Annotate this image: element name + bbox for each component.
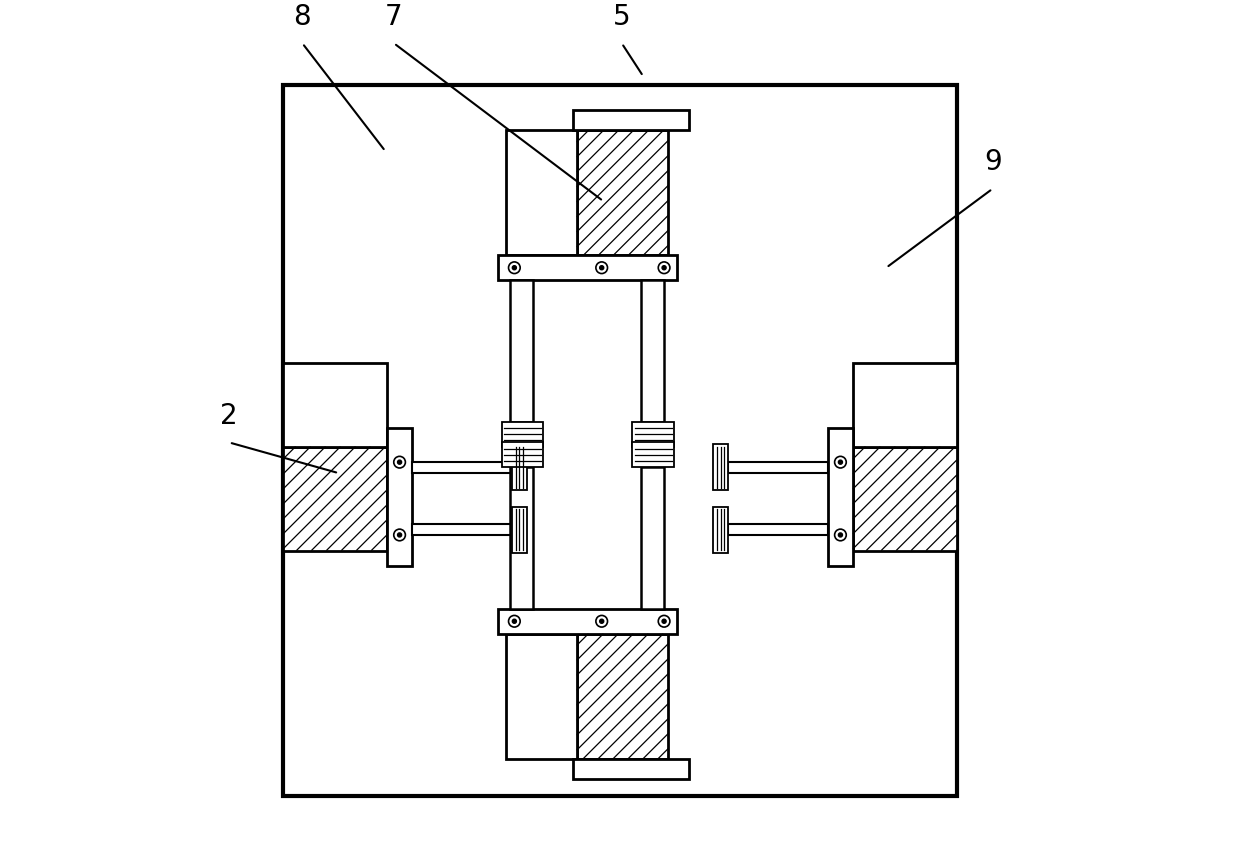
Bar	[506, 131, 577, 255]
Bar	[283, 85, 957, 796]
Bar	[502, 442, 543, 468]
Bar	[573, 110, 689, 131]
Circle shape	[838, 533, 842, 537]
Bar	[577, 634, 668, 758]
Text: 9: 9	[983, 148, 1002, 176]
Bar	[713, 445, 728, 490]
Bar	[497, 609, 677, 634]
Circle shape	[838, 460, 842, 464]
Bar	[641, 280, 665, 422]
Bar	[632, 442, 675, 468]
Circle shape	[600, 266, 604, 269]
Bar	[283, 446, 387, 551]
Bar	[573, 758, 689, 779]
Bar	[412, 462, 512, 473]
Bar	[577, 131, 668, 255]
Bar	[828, 428, 853, 565]
Bar	[387, 428, 412, 565]
Bar	[510, 280, 533, 422]
Bar	[512, 507, 527, 552]
Bar	[497, 255, 677, 280]
Circle shape	[600, 619, 604, 623]
Text: 7: 7	[384, 3, 403, 31]
Circle shape	[398, 460, 402, 464]
Bar	[506, 634, 577, 758]
Text: 8: 8	[294, 3, 311, 31]
Bar	[641, 468, 665, 609]
Bar	[502, 422, 543, 446]
Bar	[283, 364, 387, 446]
Text: 5: 5	[613, 3, 630, 31]
Circle shape	[662, 619, 666, 623]
Bar	[412, 524, 512, 536]
Bar	[728, 524, 828, 536]
Circle shape	[398, 533, 402, 537]
Circle shape	[512, 266, 516, 269]
Bar	[853, 446, 957, 551]
Bar	[713, 507, 728, 552]
Circle shape	[662, 266, 666, 269]
Circle shape	[512, 619, 516, 623]
Bar	[728, 462, 828, 473]
Text: 2: 2	[221, 402, 238, 430]
Bar	[853, 364, 957, 446]
Bar	[632, 422, 675, 446]
Bar	[510, 468, 533, 609]
Bar	[512, 445, 527, 490]
